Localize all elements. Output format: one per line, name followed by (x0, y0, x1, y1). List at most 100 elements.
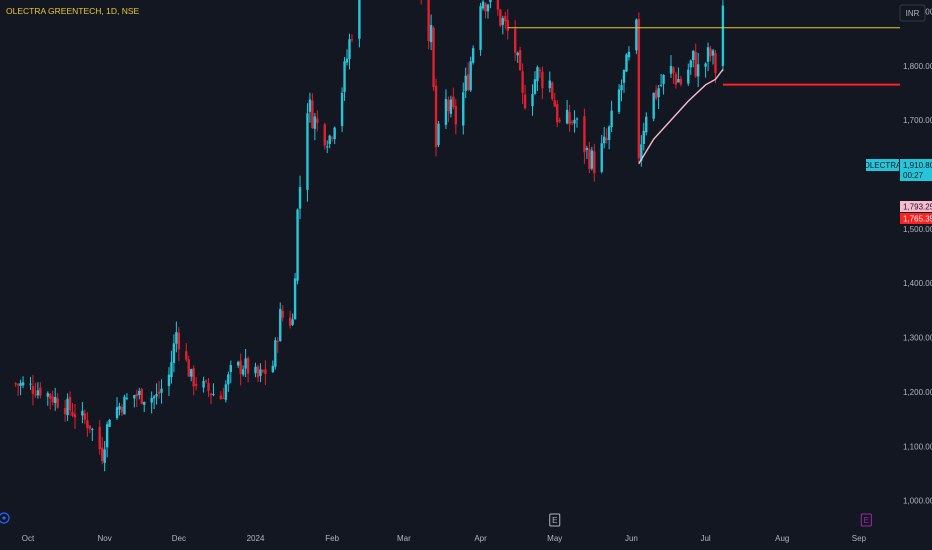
candle-body (652, 92, 655, 119)
candle-body (521, 71, 524, 94)
candle-body (622, 69, 626, 83)
time-tick-label: Jul (700, 534, 710, 543)
candle-body (499, 9, 502, 26)
candle-body (264, 369, 267, 374)
candle-body (246, 357, 250, 374)
candle-body (192, 368, 195, 387)
event-marker-box (860, 513, 872, 527)
candle-body (479, 6, 482, 51)
candle-body (429, 25, 433, 43)
time-tick-label: Aug (775, 534, 789, 543)
candle-body (71, 411, 74, 416)
candle-body (573, 119, 576, 124)
candle-body (56, 398, 59, 408)
candle-body (177, 332, 181, 350)
candle-body (155, 394, 158, 397)
currency-button[interactable]: INR (899, 4, 926, 22)
candle-body (471, 48, 475, 63)
candle-body (637, 18, 641, 159)
candle-body (157, 391, 161, 394)
dividend-event-marker[interactable]: E (860, 513, 872, 527)
time-tick-label: Jun (625, 534, 638, 543)
candle-body (244, 358, 247, 369)
candle-body (674, 74, 678, 85)
last-price-tag: OLECTRA 1,910.80 00:27 (864, 159, 932, 181)
candle-body (49, 393, 52, 399)
candle-body (642, 130, 645, 145)
candle-body (281, 310, 284, 318)
candle-body (330, 137, 334, 139)
earnings-event-marker[interactable]: E (549, 513, 561, 527)
candle-body (358, 0, 361, 39)
candle-body (570, 121, 574, 124)
candle-body (565, 109, 569, 124)
time-tick-label: Sep (852, 534, 867, 543)
candle-body (553, 100, 556, 107)
candle-body (696, 64, 700, 77)
candle-body (454, 105, 458, 125)
candle-body (464, 75, 467, 91)
time-tick-label: Apr (474, 534, 487, 543)
candle-body (323, 124, 326, 146)
candle-body (551, 82, 554, 99)
candle-body (140, 388, 143, 404)
candle-body (518, 50, 522, 71)
candle-body (31, 386, 35, 394)
candle-body (466, 74, 470, 90)
time-tick-label: Dec (172, 534, 186, 543)
candle-body (313, 116, 317, 129)
candle-body (118, 406, 121, 410)
countdown-label: 00:27 (903, 171, 924, 180)
price-tick-label: 1,800.00 (903, 62, 932, 71)
candle-body (135, 393, 139, 396)
candle-body (229, 365, 232, 372)
candle-body (575, 118, 579, 120)
candle-body (54, 396, 57, 403)
time-axis[interactable]: Oct Nov Dec 2024 Feb Mar Apr May Jun Jul Aug Sep (22, 534, 867, 543)
candle-body (600, 143, 603, 172)
candle-body (659, 84, 663, 86)
candle-body (541, 71, 544, 89)
candle-body (316, 118, 319, 123)
vwap-tag: 1,793.25 (900, 201, 932, 212)
time-tick-label: May (547, 534, 562, 543)
dividends-icon[interactable] (0, 512, 10, 524)
time-tick-label: Oct (22, 534, 35, 543)
symbol-tag: OLECTRA (864, 161, 902, 170)
vwap-price-label: 1,793.25 (903, 203, 932, 212)
candle-body (687, 69, 690, 84)
candle-body (14, 383, 17, 385)
candle-body (654, 90, 658, 99)
candle-body (190, 369, 193, 377)
candle-body (167, 374, 171, 387)
candle-body (452, 96, 455, 107)
candle-body (296, 209, 299, 281)
candle-body (306, 113, 309, 190)
candle-body (204, 380, 208, 382)
candle-body (484, 3, 487, 12)
candle-body (239, 360, 242, 374)
candle-body (672, 67, 675, 74)
candle-body (607, 126, 611, 140)
candle-body (677, 78, 680, 83)
candle-body (207, 382, 210, 391)
candle-body (202, 380, 205, 388)
candle-body (291, 319, 294, 325)
candle-body (434, 85, 438, 148)
candle-body (138, 390, 141, 396)
candle-body (160, 388, 163, 393)
candle-body (432, 27, 435, 88)
price-tick-label: 1,500.00 (903, 225, 932, 234)
candle-body (489, 0, 492, 3)
time-tick-label: Mar (397, 534, 411, 543)
candle-body (603, 136, 606, 144)
candle-body (447, 100, 450, 112)
price-tick-label: 1,000.00 (903, 497, 932, 506)
candle-body (548, 80, 552, 89)
candle-body (88, 425, 92, 429)
candle-body (711, 50, 715, 56)
candle-body (657, 88, 660, 98)
candle-body (340, 92, 344, 126)
candle-body (83, 413, 87, 420)
